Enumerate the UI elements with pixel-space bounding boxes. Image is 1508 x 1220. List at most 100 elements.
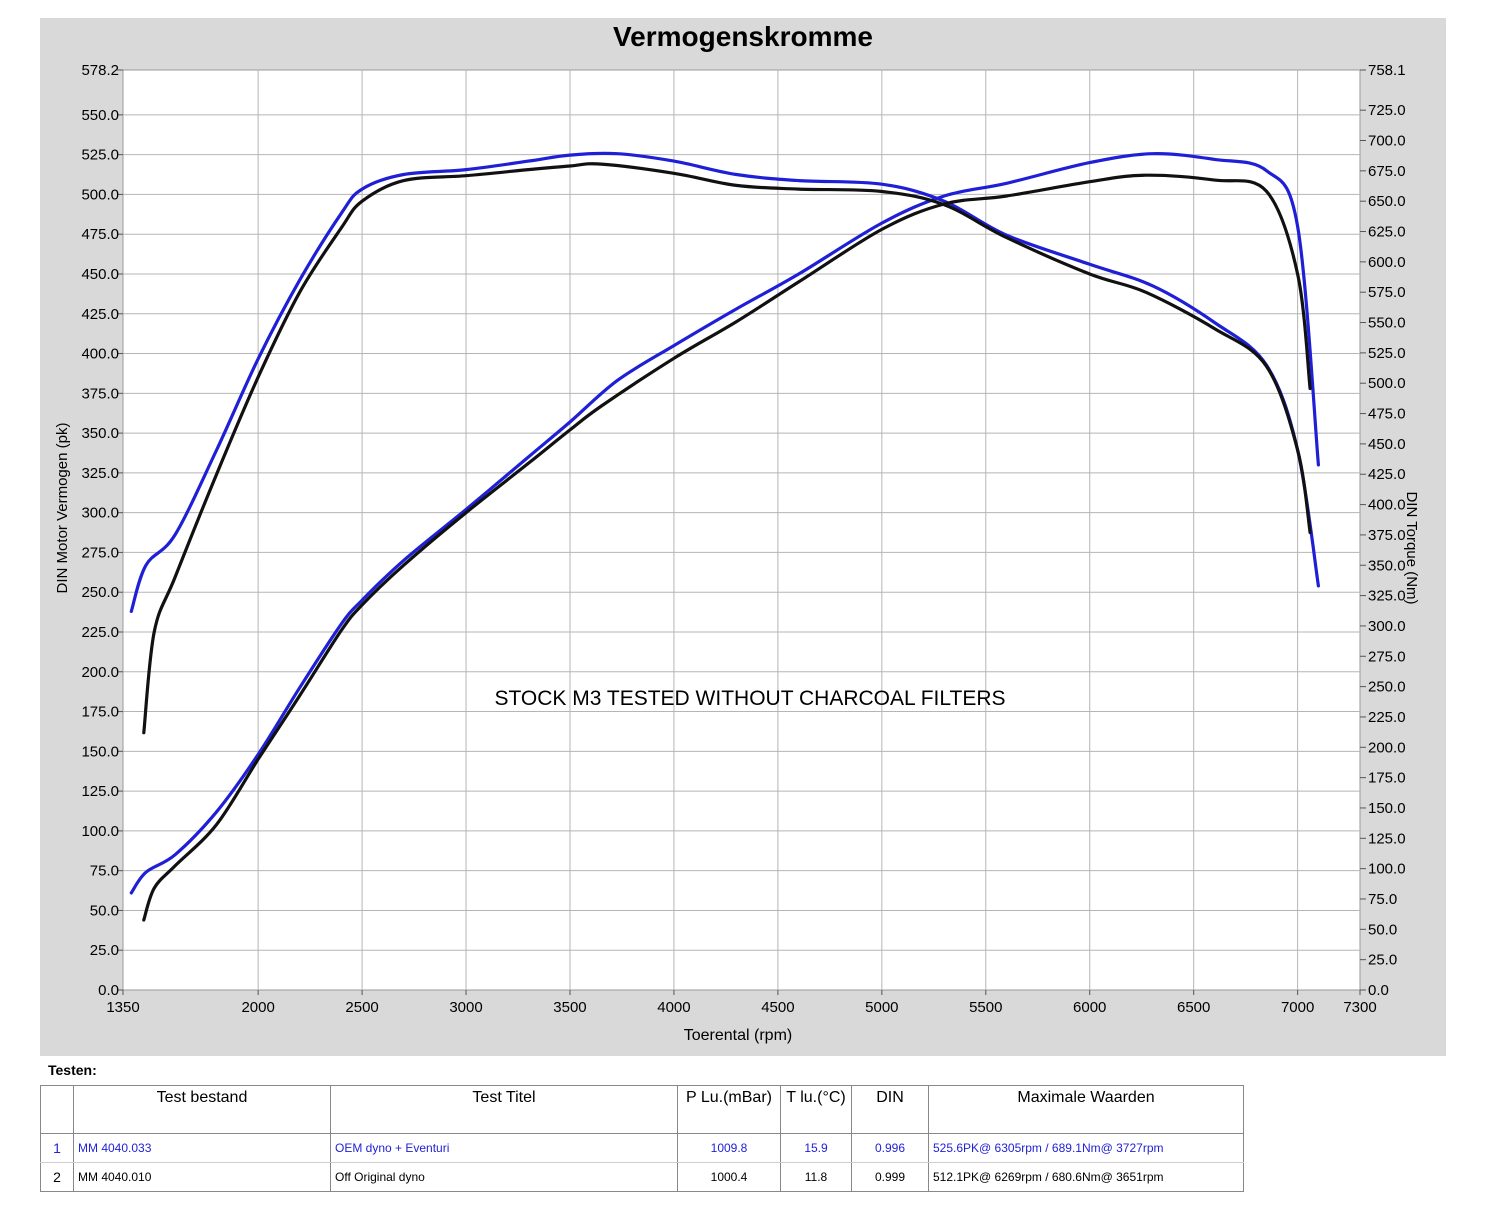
- table-row[interactable]: 2 MM 4040.010 Off Original dyno 1000.4 1…: [40, 1162, 1244, 1192]
- y-tick-label: 450.0: [81, 266, 119, 283]
- y2-tick-label: 275.0: [1368, 648, 1406, 665]
- header-max: Maximale Waarden: [928, 1085, 1244, 1134]
- y-tick-label: 0.0: [98, 982, 119, 999]
- y2-tick-label: 125.0: [1368, 830, 1406, 847]
- y2-axis-label: DIN Torque (Nm): [1403, 491, 1420, 604]
- chart-annotation: STOCK M3 TESTED WITHOUT CHARCOAL FILTERS: [494, 687, 1005, 710]
- y-axis-label: DIN Motor Vermogen (pk): [54, 423, 71, 594]
- y2-tick-label: 75.0: [1368, 891, 1397, 908]
- y2-tick-label: 0.0: [1368, 982, 1389, 999]
- header-nr: [40, 1085, 74, 1134]
- y-tick-label: 475.0: [81, 226, 119, 243]
- x-axis-label: Toerental (rpm): [684, 1027, 792, 1044]
- y-tick-label: 325.0: [81, 465, 119, 482]
- y-tick-label: 275.0: [81, 544, 119, 561]
- y2-tick-label: 225.0: [1368, 709, 1406, 726]
- plot-area: [122, 69, 1361, 991]
- max-values: 525.6PK@ 6305rpm / 689.1Nm@ 3727rpm: [928, 1133, 1244, 1163]
- x-tick-label: 5000: [865, 999, 898, 1016]
- header-temperature: T lu.(°C): [780, 1085, 852, 1134]
- y-tick-label: 100.0: [81, 823, 119, 840]
- x-tick-label: 2000: [241, 999, 274, 1016]
- x-tick-label: 7300: [1343, 999, 1376, 1016]
- dyno-chart: 0.0 25.0 50.0 75.0 100.0 125.0 150.0 175.0 200.0…: [54, 21, 1420, 1044]
- y2-tick-label: 475.0: [1368, 406, 1406, 423]
- chart-panel: 0.0 25.0 50.0 75.0 100.0 125.0 150.0 175.0 200.0…: [40, 18, 1446, 1056]
- y-tick-label: 500.0: [81, 186, 119, 203]
- x-tick-label: 7000: [1281, 999, 1314, 1016]
- y-tick-label: 550.0: [81, 107, 119, 124]
- din-factor: 0.999: [851, 1162, 929, 1192]
- test-file: MM 4040.033: [73, 1133, 331, 1163]
- x-tick-label: 4000: [657, 999, 690, 1016]
- tests-heading: Testen:: [48, 1062, 97, 1078]
- y2-tick-label: 100.0: [1368, 861, 1406, 878]
- y-tick-label: 25.0: [90, 942, 119, 959]
- series-line-torque: [142, 162, 1312, 735]
- row-number: 1: [40, 1133, 74, 1163]
- x-tick-label: 5500: [969, 999, 1002, 1016]
- header-din: DIN: [851, 1085, 929, 1134]
- y-tick-label: 225.0: [81, 624, 119, 641]
- y2-tick-label: 175.0: [1368, 770, 1406, 787]
- y-tick-label: 175.0: [81, 704, 119, 721]
- x-tick-label: 1350: [106, 999, 139, 1016]
- x-tick-label: 6000: [1073, 999, 1106, 1016]
- y2-tick-label: 25.0: [1368, 952, 1397, 969]
- y2-tick-label: 625.0: [1368, 224, 1406, 241]
- y-tick-label: 200.0: [81, 664, 119, 681]
- test-title: OEM dyno + Eventuri: [330, 1133, 678, 1163]
- tests-table: Test bestand Test Titel P Lu.(mBar) T lu…: [40, 1085, 1244, 1192]
- y2-tick-label: 325.0: [1368, 588, 1406, 605]
- y-tick-label: 75.0: [90, 863, 119, 880]
- y-tick-label: 578.2: [81, 62, 119, 79]
- header-file: Test bestand: [73, 1085, 331, 1134]
- y2-tick-label: 500.0: [1368, 375, 1406, 392]
- y-tick-label: 50.0: [90, 902, 119, 919]
- y-tick-label: 425.0: [81, 306, 119, 323]
- y-tick-label: 350.0: [81, 425, 119, 442]
- y2-tick-label: 550.0: [1368, 315, 1406, 332]
- y-tick-label: 375.0: [81, 385, 119, 402]
- y2-tick-label: 300.0: [1368, 618, 1406, 635]
- test-file: MM 4040.010: [73, 1162, 331, 1192]
- series-line-torque: [129, 151, 1320, 613]
- y-tick-label: 125.0: [81, 783, 119, 800]
- y2-tick-label: 375.0: [1368, 527, 1406, 544]
- y2-tick-label: 425.0: [1368, 466, 1406, 483]
- row-number: 2: [40, 1162, 74, 1192]
- y2-tick-label: 600.0: [1368, 254, 1406, 271]
- air-temperature: 15.9: [780, 1133, 852, 1163]
- x-tick-label: 6500: [1177, 999, 1210, 1016]
- y2-tick-label: 250.0: [1368, 679, 1406, 696]
- y-tick-label: 250.0: [81, 584, 119, 601]
- max-values: 512.1PK@ 6269rpm / 680.6Nm@ 3651rpm: [928, 1162, 1244, 1192]
- header-title: Test Titel: [330, 1085, 678, 1134]
- air-pressure: 1000.4: [677, 1162, 781, 1192]
- header-pressure: P Lu.(mBar): [677, 1085, 781, 1134]
- y2-tick-label: 450.0: [1368, 436, 1406, 453]
- x-tick-label: 3500: [553, 999, 586, 1016]
- y2-tick-label: 758.1: [1368, 62, 1406, 79]
- din-factor: 0.996: [851, 1133, 929, 1163]
- air-pressure: 1009.8: [677, 1133, 781, 1163]
- chart-title: Vermogenskromme: [613, 21, 873, 52]
- series-line-power: [142, 173, 1312, 922]
- y2-tick-label: 650.0: [1368, 193, 1406, 210]
- x-tick-label: 3000: [449, 999, 482, 1016]
- series-line-power: [129, 152, 1320, 895]
- x-tick-label: 4500: [761, 999, 794, 1016]
- y2-tick-label: 575.0: [1368, 284, 1406, 301]
- y-tick-label: 150.0: [81, 743, 119, 760]
- table-header-row: Test bestand Test Titel P Lu.(mBar) T lu…: [40, 1085, 1244, 1134]
- y2-tick-label: 525.0: [1368, 345, 1406, 362]
- y2-tick-label: 725.0: [1368, 102, 1406, 119]
- y-tick-label: 525.0: [81, 147, 119, 164]
- y2-tick-label: 675.0: [1368, 163, 1406, 180]
- x-tick-label: 2500: [345, 999, 378, 1016]
- air-temperature: 11.8: [780, 1162, 852, 1192]
- test-title: Off Original dyno: [330, 1162, 678, 1192]
- y2-tick-label: 50.0: [1368, 921, 1397, 938]
- y2-tick-label: 350.0: [1368, 557, 1406, 574]
- table-row[interactable]: 1 MM 4040.033 OEM dyno + Eventuri 1009.8…: [40, 1133, 1244, 1163]
